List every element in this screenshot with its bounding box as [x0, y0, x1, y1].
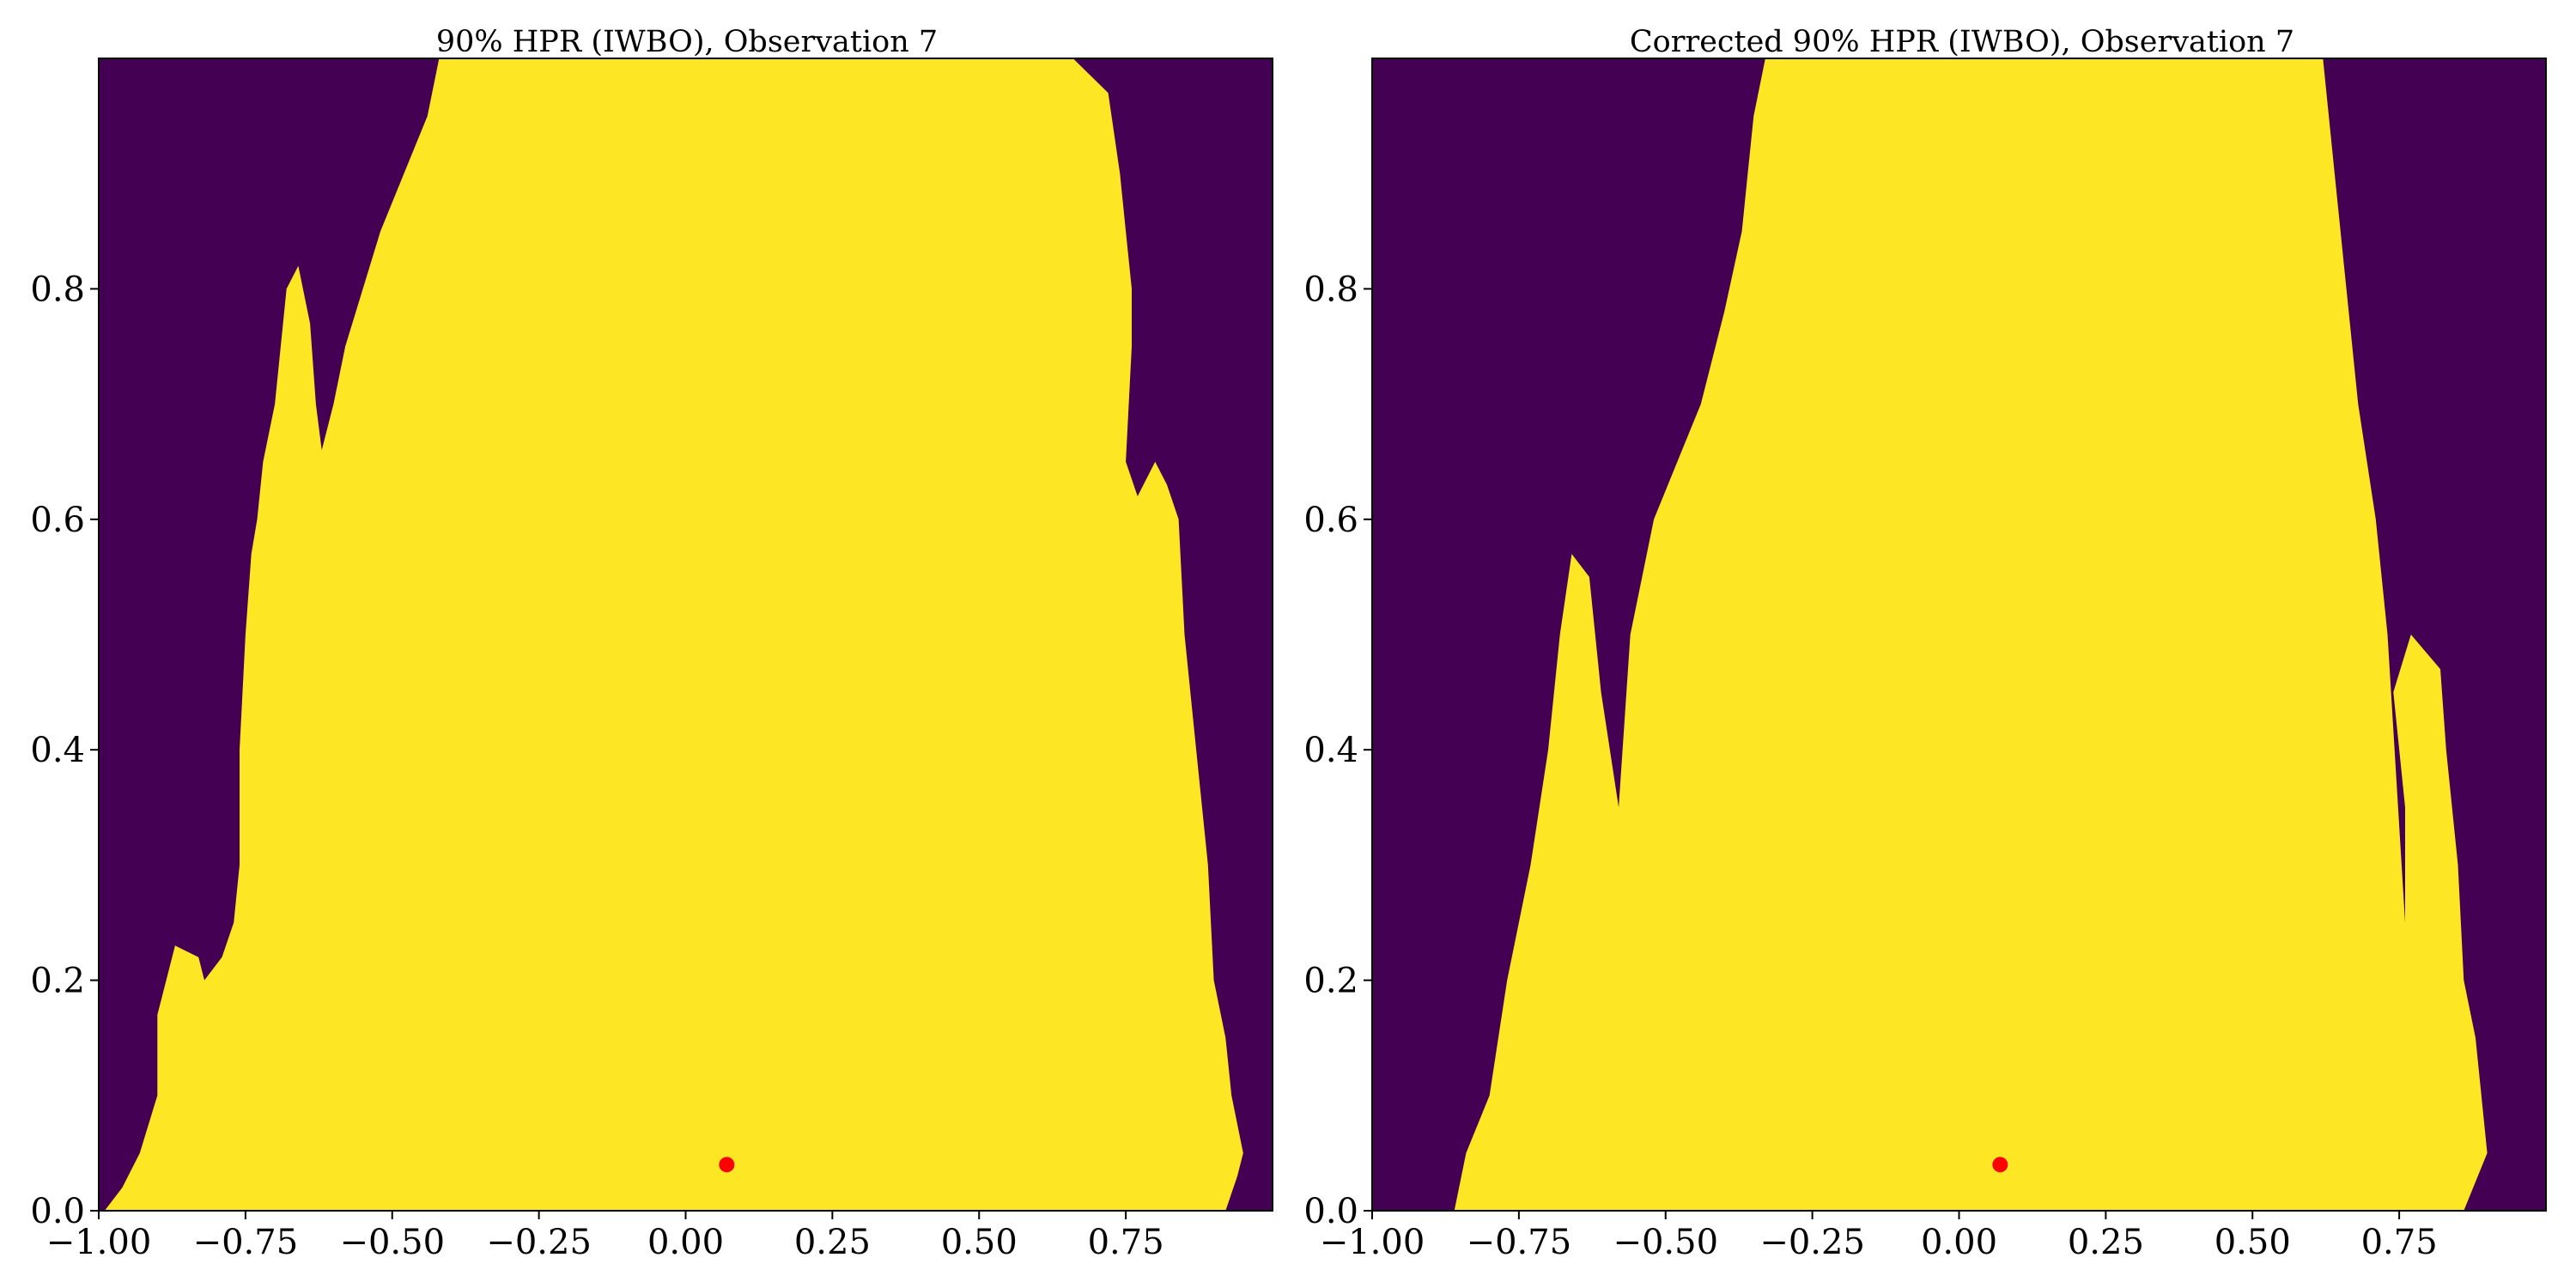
y-tick-label: 0.0 — [30, 1192, 85, 1231]
x-tick-label: 0.00 — [647, 1223, 724, 1262]
x-tick-label: 0.75 — [1088, 1223, 1164, 1262]
plot-area-left — [98, 58, 1273, 1212]
x-tick-label: −0.50 — [1613, 1223, 1718, 1262]
y-tick-label: 0.8 — [30, 270, 85, 309]
title-left: 90% HPR (IWBO), Observation 7 — [436, 25, 938, 59]
observation-point — [719, 1157, 735, 1173]
x-ticks-left: −1.00 −0.75 −0.50 −0.25 0.00 0.25 0.50 0.75 — [46, 1211, 1164, 1262]
x-tick-label: −0.75 — [193, 1223, 299, 1262]
x-tick-label: 0.25 — [2068, 1223, 2144, 1262]
x-tick-label: −1.00 — [46, 1223, 152, 1262]
x-tick-label: 0.75 — [2361, 1223, 2438, 1262]
panel-left: 90% HPR (IWBO), Observation 7 0.00.20.40… — [30, 25, 1273, 1262]
y-tick-label: 0.2 — [30, 962, 85, 1001]
x-tick-label: 0.50 — [941, 1223, 1018, 1262]
x-tick-label: 0.50 — [2215, 1223, 2291, 1262]
title-right: Corrected 90% HPR (IWBO), Observation 7 — [1630, 25, 2294, 59]
y-ticks-left: 0.0 0.2 0.4 0.6 0.8 — [30, 270, 99, 1231]
hpr-region — [1454, 58, 2488, 1211]
y-tick-label: 0.0 — [1303, 1192, 1358, 1231]
x-tick-label: −0.75 — [1467, 1223, 1572, 1262]
y-ticks-right: 0.0 0.2 0.4 0.6 0.8 — [1303, 270, 1372, 1231]
panel-right: Corrected 90% HPR (IWBO), Observation 7 … — [1303, 25, 2547, 1262]
x-tick-label: −0.25 — [486, 1223, 592, 1262]
y-tick-label: 0.8 — [1303, 270, 1358, 309]
hpr-region — [104, 58, 1243, 1211]
observation-point — [1992, 1157, 2008, 1173]
x-tick-label: 0.00 — [1921, 1223, 1997, 1262]
plot-area-right — [1371, 58, 2547, 1212]
y-tick-label: 0.2 — [1303, 962, 1358, 1001]
y-tick-label: 0.4 — [1303, 731, 1358, 770]
y-tick-label: 0.6 — [30, 501, 85, 540]
x-tick-label: −0.25 — [1759, 1223, 1865, 1262]
x-tick-label: −0.50 — [339, 1223, 445, 1262]
x-tick-label: 0.25 — [794, 1223, 871, 1262]
y-tick-label: 0.6 — [1303, 501, 1358, 540]
x-ticks-right: −1.00 −0.75 −0.50 −0.25 0.00 0.25 0.50 0.75 — [1320, 1211, 2438, 1262]
y-tick-label: 0.4 — [30, 731, 85, 770]
x-tick-label: −1.00 — [1320, 1223, 1425, 1262]
